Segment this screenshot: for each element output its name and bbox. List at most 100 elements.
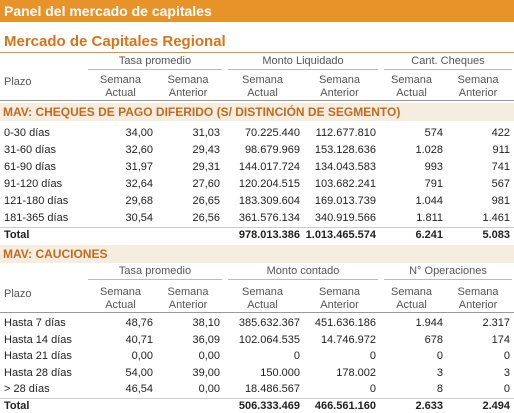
group-header: Monto contado bbox=[266, 265, 340, 277]
cell: 3 bbox=[436, 366, 443, 379]
cell: 3 bbox=[503, 366, 510, 379]
cell: 422 bbox=[491, 127, 510, 139]
cell: 120.204.515 bbox=[238, 178, 300, 190]
cell: 32,60 bbox=[125, 144, 153, 156]
column-header: Semana Anterior bbox=[319, 74, 360, 99]
cell: 791 bbox=[424, 178, 443, 190]
cell: 174 bbox=[491, 333, 510, 346]
cell: 150.000 bbox=[260, 366, 300, 379]
cell: 70.225.440 bbox=[244, 127, 300, 139]
column-header: Semana Anterior bbox=[319, 286, 360, 311]
cell: 26,65 bbox=[192, 195, 220, 207]
cell: 2.494 bbox=[482, 400, 510, 412]
cell: 54,00 bbox=[125, 366, 153, 379]
cell: 36,09 bbox=[192, 333, 220, 346]
cell: 911 bbox=[492, 144, 510, 156]
cell: 98.679.969 bbox=[244, 144, 300, 156]
group-header: Cant. Cheques bbox=[411, 55, 485, 67]
cell: 2.317 bbox=[482, 317, 510, 329]
cell: 6.241 bbox=[415, 229, 443, 241]
cell: 1.044 bbox=[415, 195, 443, 207]
cell: 153.128.636 bbox=[314, 144, 376, 156]
cell: 1.028 bbox=[415, 144, 443, 156]
cell: 0 bbox=[503, 383, 510, 396]
cell: 0,00 bbox=[198, 350, 220, 363]
row-label-header: Plazo bbox=[4, 288, 32, 300]
cell: 741 bbox=[491, 161, 510, 173]
header-rule bbox=[0, 100, 514, 101]
cell: 0 bbox=[436, 350, 443, 363]
row-label: Total bbox=[4, 400, 30, 412]
cell: 1.461 bbox=[482, 212, 510, 224]
cell: 1.944 bbox=[415, 317, 443, 329]
cell: 30,54 bbox=[125, 212, 153, 224]
group-rule bbox=[384, 69, 512, 70]
cell: 178.002 bbox=[336, 366, 376, 379]
row-label: Hasta 21 días bbox=[4, 350, 72, 363]
cell: 5.083 bbox=[482, 229, 510, 241]
cell: 0 bbox=[369, 350, 376, 363]
cell: 40,71 bbox=[125, 333, 153, 346]
cell: 981 bbox=[491, 195, 510, 207]
row-label: Total bbox=[4, 229, 30, 241]
row-label: 31-60 días bbox=[4, 144, 56, 156]
column-header: Semana Actual bbox=[242, 286, 283, 311]
row-label: 61-90 días bbox=[4, 161, 56, 173]
cell: 1.013.465.574 bbox=[305, 229, 376, 241]
cell: 0 bbox=[369, 383, 376, 396]
cell: 46,54 bbox=[125, 383, 153, 396]
cell: 27,60 bbox=[192, 178, 220, 190]
cell: 38,10 bbox=[192, 317, 220, 329]
cell: 34,00 bbox=[125, 127, 153, 139]
cell: 31,03 bbox=[192, 127, 220, 139]
cell: 39,00 bbox=[192, 366, 220, 379]
row-label: 0-30 días bbox=[4, 127, 50, 139]
cell: 144.017.724 bbox=[238, 161, 300, 173]
cell: 574 bbox=[424, 127, 443, 139]
section-title: MAV: CAUCIONES bbox=[0, 245, 514, 263]
section-title: MAV: CHEQUES DE PAGO DIFERIDO (S/ DISTIN… bbox=[0, 103, 514, 121]
column-header: Semana Anterior bbox=[167, 286, 209, 311]
column-header: Semana Actual bbox=[242, 74, 283, 99]
cell: 183.309.604 bbox=[238, 195, 300, 207]
column-header: Semana Actual bbox=[100, 74, 141, 99]
cell: 567 bbox=[491, 178, 510, 190]
row-label: Hasta 14 días bbox=[4, 333, 72, 346]
subtitle: Mercado de Capitales Regional bbox=[4, 33, 226, 50]
cell: 993 bbox=[424, 161, 443, 173]
cell: 506.333.469 bbox=[238, 400, 300, 412]
group-rule bbox=[228, 279, 378, 280]
group-rule bbox=[88, 279, 222, 280]
cell: 102.064.535 bbox=[238, 333, 300, 346]
group-header: Tasa promedio bbox=[118, 55, 192, 67]
row-label: Hasta 28 días bbox=[4, 366, 72, 379]
cell: 31,97 bbox=[125, 161, 153, 173]
column-header: Semana Actual bbox=[100, 286, 141, 311]
cell: 8 bbox=[436, 383, 443, 396]
cell: 0 bbox=[503, 350, 510, 363]
group-rule bbox=[88, 69, 222, 70]
column-header: Semana Anterior bbox=[167, 74, 209, 99]
row-label: Hasta 7 días bbox=[4, 317, 66, 329]
row-label: 91-120 días bbox=[4, 178, 63, 190]
panel-title: Panel del mercado de capitales bbox=[0, 0, 514, 22]
cell: 29,43 bbox=[192, 144, 220, 156]
cell: 32,64 bbox=[125, 178, 153, 190]
row-label: > 28 días bbox=[4, 383, 50, 396]
column-header: Semana Actual bbox=[391, 74, 432, 99]
cell: 18.486.567 bbox=[244, 383, 300, 396]
group-header: Monto Liquidado bbox=[262, 55, 344, 67]
cell: 29,68 bbox=[125, 195, 153, 207]
column-header: Semana Anterior bbox=[457, 286, 499, 311]
header-rule bbox=[0, 312, 514, 313]
cell: 1.811 bbox=[416, 212, 443, 224]
cell: 26,56 bbox=[192, 212, 220, 224]
cell: 0,00 bbox=[198, 383, 220, 396]
cell: 2.633 bbox=[415, 400, 443, 412]
row-label: 181-365 días bbox=[4, 212, 69, 224]
cell: 134.043.583 bbox=[314, 161, 376, 173]
cell: 451.636.186 bbox=[314, 317, 376, 329]
cell: 361.576.134 bbox=[238, 212, 300, 224]
cell: 0 bbox=[293, 350, 300, 363]
